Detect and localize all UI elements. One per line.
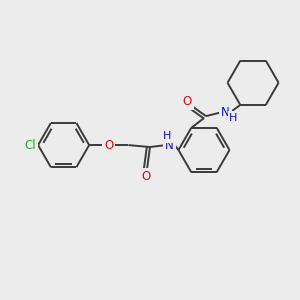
Text: H: H — [163, 131, 171, 141]
Text: H: H — [229, 113, 238, 123]
Text: O: O — [104, 139, 113, 152]
Text: O: O — [183, 95, 192, 108]
Text: N: N — [165, 139, 174, 152]
Text: Cl: Cl — [25, 139, 36, 152]
Text: O: O — [141, 170, 151, 183]
Text: N: N — [221, 106, 230, 119]
